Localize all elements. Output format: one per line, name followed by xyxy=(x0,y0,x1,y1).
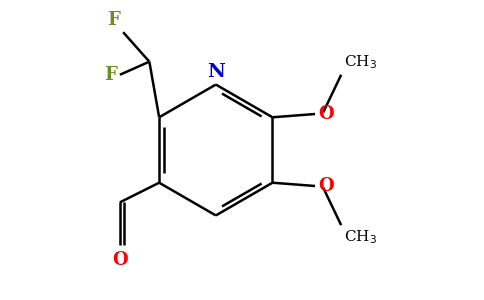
Text: O: O xyxy=(318,177,334,195)
Text: CH$_3$: CH$_3$ xyxy=(345,229,378,246)
Text: N: N xyxy=(207,63,225,81)
Text: F: F xyxy=(104,66,117,84)
Text: O: O xyxy=(112,251,128,269)
Text: F: F xyxy=(107,11,120,29)
Text: O: O xyxy=(318,105,334,123)
Text: CH$_3$: CH$_3$ xyxy=(345,54,378,71)
